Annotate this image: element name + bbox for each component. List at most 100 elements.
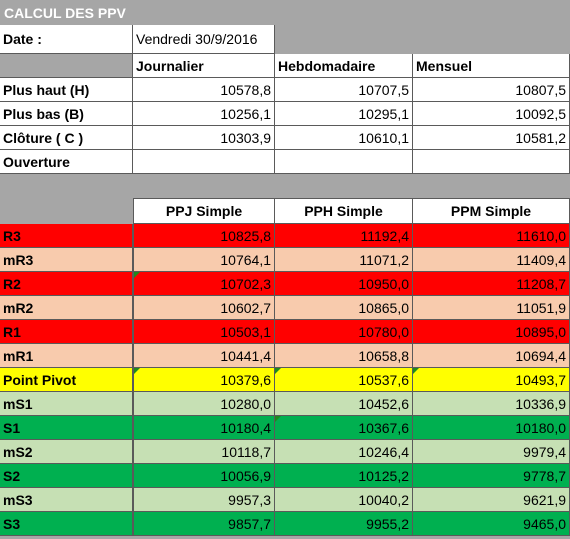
input-cell[interactable]: 10610,1	[275, 126, 413, 150]
level-value[interactable]: 10367,6	[275, 416, 413, 440]
level-value[interactable]: 10379,6	[133, 368, 275, 392]
level-label[interactable]: R3	[0, 224, 133, 248]
level-value[interactable]: 10895,0	[413, 320, 570, 344]
level-label[interactable]: S3	[0, 512, 133, 536]
input-label[interactable]: Clôture ( C )	[0, 126, 133, 150]
level-row-mr1: mR1 10441,4 10658,8 10694,4	[0, 344, 570, 368]
level-label[interactable]: S2	[0, 464, 133, 488]
input-row: Plus bas (B) 10256,1 10295,1 10092,5	[0, 102, 570, 126]
level-label[interactable]: Point Pivot	[0, 368, 133, 392]
level-value[interactable]: 9857,7	[133, 512, 275, 536]
level-row-s1: S1 10180,4 10367,6 10180,0	[0, 416, 570, 440]
header-ppm[interactable]: PPM Simple	[413, 198, 570, 224]
level-row-r2: R2 10702,3 10950,0 11208,7	[0, 272, 570, 296]
input-cell[interactable]	[413, 150, 570, 174]
level-value[interactable]: 11610,0	[413, 224, 570, 248]
level-value[interactable]: 9465,0	[413, 512, 570, 536]
level-value[interactable]: 10246,4	[275, 440, 413, 464]
level-value[interactable]: 10040,2	[275, 488, 413, 512]
level-value[interactable]: 10950,0	[275, 272, 413, 296]
level-label[interactable]: S1	[0, 416, 133, 440]
level-row-r3: R3 10825,8 11192,4 11610,0	[0, 224, 570, 248]
input-cell[interactable]	[133, 150, 275, 174]
level-value[interactable]: 10056,9	[133, 464, 275, 488]
level-label[interactable]: R2	[0, 272, 133, 296]
input-label[interactable]: Plus haut (H)	[0, 78, 133, 102]
level-value[interactable]: 10452,6	[275, 392, 413, 416]
title-row: CALCUL DES PPV	[0, 0, 570, 25]
empty-area	[275, 25, 570, 54]
date-label[interactable]: Date :	[0, 25, 133, 54]
header-journalier[interactable]: Journalier	[133, 54, 275, 78]
level-label[interactable]: mR2	[0, 296, 133, 320]
level-value[interactable]: 11208,7	[413, 272, 570, 296]
input-cell[interactable]: 10303,9	[133, 126, 275, 150]
level-value[interactable]: 9621,9	[413, 488, 570, 512]
input-cell[interactable]	[275, 150, 413, 174]
level-label[interactable]: mS2	[0, 440, 133, 464]
level-value[interactable]: 9778,7	[413, 464, 570, 488]
level-label[interactable]: mS1	[0, 392, 133, 416]
level-value[interactable]: 9979,4	[413, 440, 570, 464]
empty-cell	[0, 54, 133, 78]
level-value[interactable]: 10825,8	[133, 224, 275, 248]
level-row-ms1: mS1 10280,0 10452,6 10336,9	[0, 392, 570, 416]
level-value[interactable]: 10602,7	[133, 296, 275, 320]
level-label[interactable]: mS3	[0, 488, 133, 512]
input-cell[interactable]: 10707,5	[275, 78, 413, 102]
date-row: Date : Vendredi 30/9/2016	[0, 25, 570, 54]
input-label[interactable]: Ouverture	[0, 150, 133, 174]
level-row-s2: S2 10056,9 10125,2 9778,7	[0, 464, 570, 488]
header-ppj[interactable]: PPJ Simple	[133, 198, 275, 224]
input-label[interactable]: Plus bas (B)	[0, 102, 133, 126]
level-value[interactable]: 10125,2	[275, 464, 413, 488]
level-value[interactable]: 10780,0	[275, 320, 413, 344]
header-hebdomadaire[interactable]: Hebdomadaire	[275, 54, 413, 78]
input-cell[interactable]: 10092,5	[413, 102, 570, 126]
level-value[interactable]: 11192,4	[275, 224, 413, 248]
level-value[interactable]: 10280,0	[133, 392, 275, 416]
level-value[interactable]: 9957,3	[133, 488, 275, 512]
level-row-mr2: mR2 10602,7 10865,0 11051,9	[0, 296, 570, 320]
level-label[interactable]: R1	[0, 320, 133, 344]
level-value[interactable]: 10537,6	[275, 368, 413, 392]
header-mensuel[interactable]: Mensuel	[413, 54, 570, 78]
level-value[interactable]: 10441,4	[133, 344, 275, 368]
level-label[interactable]: mR3	[0, 248, 133, 272]
input-cell[interactable]: 10578,8	[133, 78, 275, 102]
level-value[interactable]: 11051,9	[413, 296, 570, 320]
level-value[interactable]: 10694,4	[413, 344, 570, 368]
level-label[interactable]: mR1	[0, 344, 133, 368]
input-row: Ouverture	[0, 150, 570, 174]
level-value[interactable]: 10658,8	[275, 344, 413, 368]
level-value[interactable]: 11071,2	[275, 248, 413, 272]
level-value[interactable]: 10503,1	[133, 320, 275, 344]
level-value[interactable]: 10764,1	[133, 248, 275, 272]
input-row: Clôture ( C ) 10303,9 10610,1 10581,2	[0, 126, 570, 150]
level-value[interactable]: 10180,4	[133, 416, 275, 440]
input-row: Plus haut (H) 10578,8 10707,5 10807,5	[0, 78, 570, 102]
sheet-title: CALCUL DES PPV	[0, 0, 570, 25]
level-value[interactable]: 10336,9	[413, 392, 570, 416]
level-value[interactable]: 11409,4	[413, 248, 570, 272]
level-row-r1: R1 10503,1 10780,0 10895,0	[0, 320, 570, 344]
level-row-s3: S3 9857,7 9955,2 9465,0	[0, 512, 570, 536]
level-value[interactable]: 9955,2	[275, 512, 413, 536]
date-value[interactable]: Vendredi 30/9/2016	[133, 25, 275, 54]
level-row-mr3: mR3 10764,1 11071,2 11409,4	[0, 248, 570, 272]
period-header-row: Journalier Hebdomadaire Mensuel	[0, 54, 570, 78]
input-cell[interactable]: 10581,2	[413, 126, 570, 150]
level-value[interactable]: 10493,7	[413, 368, 570, 392]
level-row-ms3: mS3 9957,3 10040,2 9621,9	[0, 488, 570, 512]
pivot-header-row: PPJ Simple PPH Simple PPM Simple	[0, 198, 570, 224]
input-cell[interactable]: 10295,1	[275, 102, 413, 126]
level-value[interactable]: 10180,0	[413, 416, 570, 440]
header-pph[interactable]: PPH Simple	[275, 198, 413, 224]
level-value[interactable]: 10865,0	[275, 296, 413, 320]
level-value[interactable]: 10702,3	[133, 272, 275, 296]
input-cell[interactable]: 10256,1	[133, 102, 275, 126]
empty-cell	[0, 198, 133, 224]
input-cell[interactable]: 10807,5	[413, 78, 570, 102]
level-value[interactable]: 10118,7	[133, 440, 275, 464]
